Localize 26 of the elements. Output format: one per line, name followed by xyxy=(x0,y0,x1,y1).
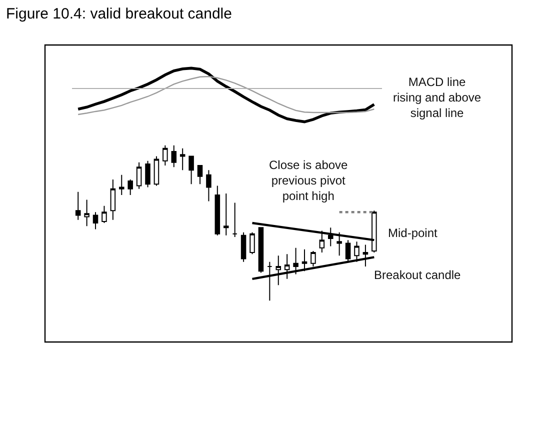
candlestick xyxy=(110,179,116,220)
candlestick xyxy=(128,179,133,196)
candlestick xyxy=(154,156,160,186)
candlestick xyxy=(145,160,150,188)
candlestick xyxy=(92,212,98,230)
candlestick xyxy=(171,144,177,168)
chart-title: Figure 10.4: valid breakout candle xyxy=(6,6,232,22)
candlestick xyxy=(180,148,186,171)
candlestick xyxy=(224,192,229,236)
candlestick xyxy=(75,191,81,220)
candlestick xyxy=(197,165,203,185)
candlestick xyxy=(240,232,246,262)
text: Mid-point xyxy=(388,226,438,240)
candlestick xyxy=(84,199,90,227)
text: MACD line rising and above signal line xyxy=(393,75,482,120)
candlestick xyxy=(214,185,220,236)
candlestick xyxy=(119,174,124,196)
candlestick xyxy=(232,202,238,238)
candlestick xyxy=(250,232,255,255)
candlestick xyxy=(206,170,212,202)
candlestick xyxy=(136,162,142,190)
candlestick xyxy=(102,205,107,224)
candlestick xyxy=(188,156,194,185)
annotation: Breakout candle xyxy=(374,268,462,282)
annotation: Close is above previous pivot point high xyxy=(269,158,348,204)
candlestick xyxy=(162,144,168,166)
